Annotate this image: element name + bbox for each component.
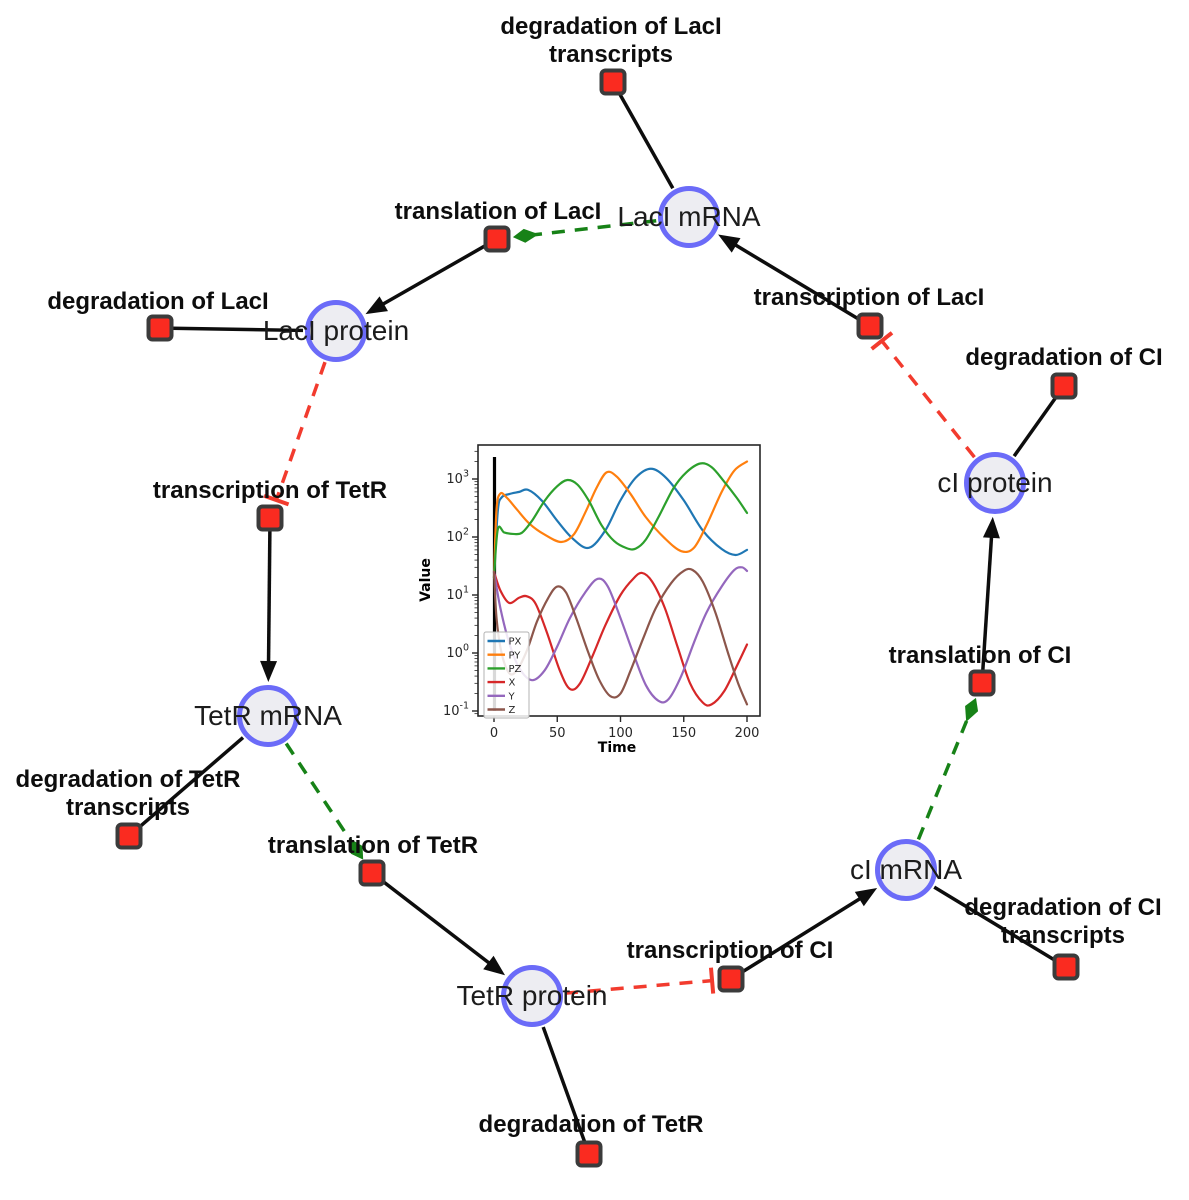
legend-label-Y: Y [508,691,516,702]
species-label-ci-mrna: cI mRNA [850,854,962,885]
reaction-label-degradation-laci-transcripts: degradation of LacI transcripts [500,13,722,68]
reaction-node-degradation-ci[interactable] [1050,372,1078,400]
species-label-tetr-mrna: TetR mRNA [194,700,342,731]
reaction-node-degradation-ci-transcripts[interactable] [1052,953,1080,981]
edge-translation-laci--laci-protein [365,243,488,315]
series-X [492,570,749,707]
edge-transcription-laci--laci-mrna [718,234,861,322]
legend-label-X: X [509,678,516,689]
reaction-node-degradation-laci-transcripts[interactable] [599,68,627,96]
series-PX [492,467,749,579]
edge-transcription-tetr--tetr-mrna [260,529,278,683]
x-tick-label: 100 [608,726,633,741]
species-label-laci-protein: LacI protein [262,315,410,346]
reaction-label-degradation-tetr: degradation of TetR [478,1111,704,1138]
y-tick-label: 101 [446,585,469,604]
edge-ci-mrna--degradation-ci-transcripts [933,885,1057,963]
species-label-ci-protein: cI protein [937,467,1053,498]
y-axis-label: Value [418,558,434,602]
series-PZ [492,462,749,579]
edge-tetr-mrna--degradation-tetr-transcripts [136,736,245,830]
edge-ci-mrna--translation-ci [916,697,979,841]
species-label-laci-mrna: LacI mRNA [617,201,761,232]
edge-laci-mrna--translation-laci [512,219,657,243]
species-node-tetr-mrna[interactable] [237,685,299,747]
x-tick-label: 150 [671,726,696,741]
series-PY [492,460,749,579]
edge-tetr-mrna--translation-tetr [284,742,364,860]
chart-legend: PX PY PZ XYZ [483,631,530,719]
legend-label-Z: Z [509,705,516,716]
species-node-tetr-protein[interactable] [501,965,563,1027]
x-tick-label: 0 [490,726,498,741]
reaction-label-translation-tetr: translation of TetR [267,832,479,859]
reaction-node-translation-ci[interactable] [968,669,996,697]
x-tick-label: 200 [735,726,760,741]
y-tick-label: 102 [446,527,469,546]
edge-ci-protein--degradation-ci [1012,394,1059,458]
species-node-laci-protein[interactable] [305,300,367,362]
reaction-label-degradation-laci: degradation of LacI [47,288,269,315]
x-axis-label: Time [598,740,636,756]
reaction-label-degradation-ci-transcripts: degradation of CI transcripts [964,894,1162,949]
reaction-label-degradation-ci: degradation of CI [965,344,1163,371]
reaction-node-translation-laci[interactable] [483,225,511,253]
edge-translation-tetr--tetr-protein [380,878,506,976]
edge-laci-protein--degradation-laci [171,326,304,333]
edge-laci-mrna--degradation-laci-transcripts [617,91,675,190]
species-label-tetr-protein: TetR protein [456,980,608,1011]
edge-transcription-ci--ci-mrna [740,887,878,975]
species-node-ci-protein[interactable] [964,452,1026,514]
reaction-label-degradation-tetr-transcripts: degradation of TetR transcripts [15,766,241,821]
x-tick-label: 50 [549,726,566,741]
edge-tetr-protein--degradation-tetr [541,1026,587,1144]
y-tick-label: 10-1 [443,701,469,720]
legend-label-PY: PY [509,650,522,661]
edge-ci-protein--transcription-laci [870,331,976,459]
legend-label-PZ: PZ [509,664,522,675]
species-node-laci-mrna[interactable] [658,186,720,248]
y-tick-label: 103 [446,469,469,488]
y-tick-label: 100 [446,643,469,662]
reaction-node-translation-tetr[interactable] [358,859,386,887]
reaction-node-degradation-tetr[interactable] [575,1140,603,1168]
edge-tetr-protein--transcription-ci [564,967,716,995]
reaction-label-transcription-tetr: transcription of TetR [152,477,388,504]
edge-translation-ci--ci-protein [981,516,1000,672]
reaction-label-transcription-ci: transcription of CI [626,937,834,964]
chart-group: 0 50 100 150 20010-1100101102103TimeValuePXP… [418,431,778,777]
reaction-node-degradation-tetr-transcripts[interactable] [115,822,143,850]
reaction-node-transcription-ci[interactable] [717,965,745,993]
legend-label-PX: PX [509,637,522,648]
species-node-ci-mrna[interactable] [875,839,937,901]
reaction-label-translation-ci: translation of CI [888,642,1072,669]
reaction-node-transcription-laci[interactable] [856,312,884,340]
reaction-label-translation-laci: translation of LacI [394,198,602,225]
reaction-node-degradation-laci[interactable] [146,314,174,342]
reaction-node-transcription-tetr[interactable] [256,504,284,532]
edge-laci-protein--transcription-tetr [263,361,327,507]
reaction-label-transcription-laci: transcription of LacI [753,284,985,311]
